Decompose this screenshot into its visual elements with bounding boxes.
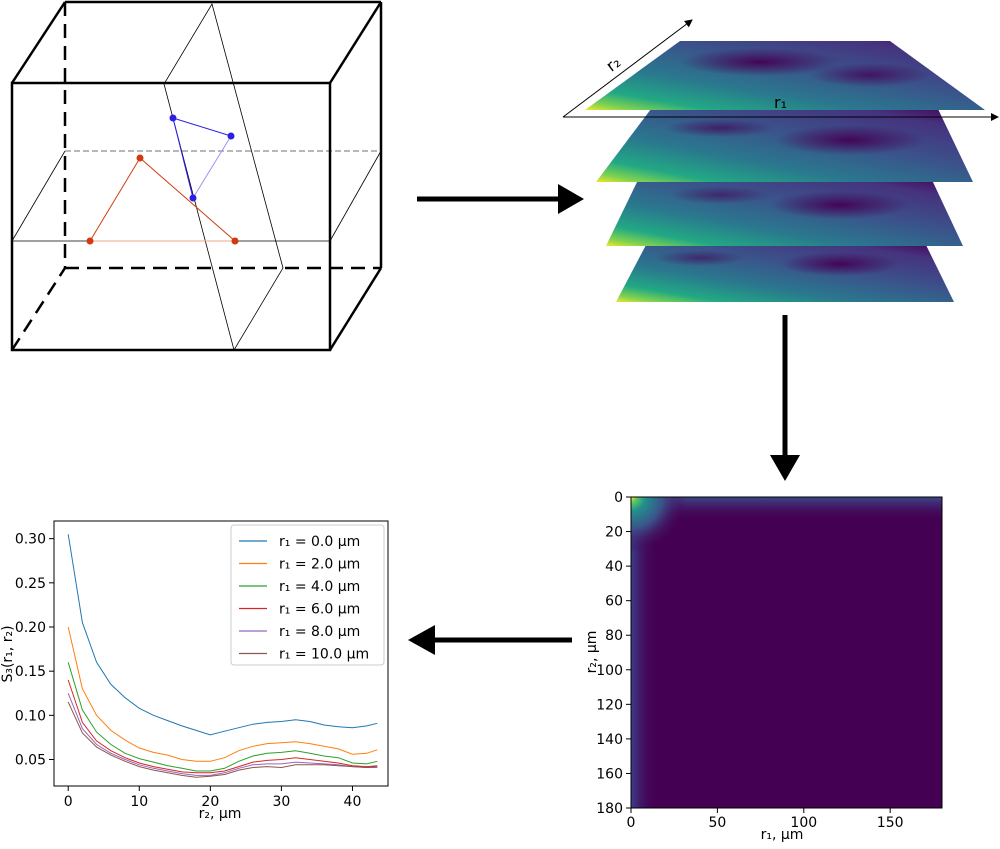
heatmap-panel: 0 50 100 150 0 20 40 60 80 100 120 140 160 180 r₁, μm… xyxy=(584,490,943,843)
heatmap-x-tick-label: 0 xyxy=(627,815,636,831)
cube-front-face xyxy=(10,81,332,352)
stacked-slices: r₁ r₂ xyxy=(562,19,999,302)
blue-triangle-sides xyxy=(172,117,232,199)
heatmap-x-tick-label: 150 xyxy=(877,815,904,831)
y-tick-label: 0.25 xyxy=(15,576,46,592)
x-tick-label: 20 xyxy=(201,794,219,810)
section-plane-left-edge xyxy=(11,150,66,242)
section-plane-right-edge xyxy=(329,150,382,242)
y-tick-label: 0.15 xyxy=(15,664,46,680)
heatmap-y-tick-label: 180 xyxy=(596,801,623,817)
y-tick-label: 0.20 xyxy=(15,620,46,636)
legend-entry: r₁ = 4.0 μm xyxy=(279,579,360,595)
line-chart-series xyxy=(67,534,378,778)
x-tick-label: 0 xyxy=(64,794,73,810)
heatmap-xlabel: r₁, μm xyxy=(761,827,804,843)
r1-axis-label: r₁ xyxy=(774,93,787,112)
blue-vertex xyxy=(169,114,177,122)
heatmap-y-tick-label: 120 xyxy=(596,697,623,713)
series-line xyxy=(67,693,378,776)
cube-top-right-edge xyxy=(328,1,383,84)
x-tick-label: 40 xyxy=(344,794,362,810)
heatmap-y-tick-label: 80 xyxy=(605,628,623,644)
legend-entry: r₁ = 2.0 μm xyxy=(279,557,360,573)
line-chart-ticks: 0 10 20 30 40 0.05 0.10 0.15 0.20 0.25 0.30 xyxy=(15,532,362,810)
slice-sheet-top xyxy=(585,41,985,110)
cube-bottom-left-edge xyxy=(10,267,67,351)
heatmap-y-tick-label: 140 xyxy=(596,732,623,748)
series-line xyxy=(67,534,378,736)
red-vertex xyxy=(86,237,94,245)
r2-axis-arrow xyxy=(562,19,693,118)
y-tick-label: 0.30 xyxy=(15,532,46,548)
slice-sheet xyxy=(606,180,963,246)
heatmap-y-tick-label: 20 xyxy=(605,525,623,541)
heatmap-ticks: 0 50 100 150 0 20 40 60 80 100 120 140 160 180 xyxy=(596,490,903,831)
legend-entry: r₁ = 6.0 μm xyxy=(279,602,360,618)
heatmap-y-tick-label: 0 xyxy=(614,490,623,506)
red-vertex xyxy=(231,237,239,245)
red-triangle-sides xyxy=(89,157,236,242)
y-tick-label: 0.05 xyxy=(15,753,46,769)
heatmap-ylabel: r₂, μm xyxy=(584,631,600,674)
arrow-left xyxy=(408,625,572,655)
line-chart-ylabel: S₃(r₁, r₂) xyxy=(0,625,16,682)
heatmap-peak xyxy=(631,497,701,567)
x-tick-label: 10 xyxy=(130,794,148,810)
blue-triangle xyxy=(169,114,235,202)
heatmap-x-tick-label: 100 xyxy=(790,815,817,831)
blue-triangle-side xyxy=(192,135,232,199)
cube-top-left-edge xyxy=(10,1,67,84)
r2-axis-label: r₂ xyxy=(602,52,624,75)
red-vertex xyxy=(136,154,144,162)
legend-entry: r₁ = 0.0 μm xyxy=(279,534,360,550)
slice-sheet xyxy=(596,109,973,182)
series-line xyxy=(67,701,378,778)
heatmap-y-tick-label: 160 xyxy=(596,766,623,782)
red-triangle xyxy=(86,154,239,245)
legend-entry: r₁ = 8.0 μm xyxy=(279,624,360,640)
cube-bottom-right-edge xyxy=(328,267,383,351)
heatmap-x-tick-label: 50 xyxy=(708,815,726,831)
heatmap-y-tick-label: 60 xyxy=(605,594,623,610)
line-chart-xlabel: r₂, μm xyxy=(199,806,242,822)
cube-diagram xyxy=(10,0,383,352)
heatmap-y-tick-label: 100 xyxy=(596,663,623,679)
tilted-plane xyxy=(163,2,284,352)
x-tick-label: 30 xyxy=(272,794,290,810)
series-line xyxy=(67,679,378,774)
arrow-right xyxy=(417,184,584,214)
slice-sheet xyxy=(616,245,954,302)
legend-box xyxy=(230,524,385,666)
blue-vertex xyxy=(189,194,197,202)
heatmap-frame xyxy=(630,496,943,809)
blue-vertex xyxy=(227,132,235,140)
line-chart-legend: r₁ = 0.0 μm r₁ = 2.0 μm r₁ = 4.0 μm r₁ = 6.… xyxy=(230,524,385,666)
heatmap-y-tick-label: 40 xyxy=(605,559,623,575)
flow-arrows xyxy=(408,184,800,655)
legend-entry: r₁ = 10.0 μm xyxy=(279,647,369,663)
series-line xyxy=(67,626,378,762)
series-line xyxy=(67,662,378,772)
arrow-down xyxy=(770,315,800,481)
y-tick-label: 0.10 xyxy=(15,708,46,724)
line-chart: 0 10 20 30 40 0.05 0.10 0.15 0.20 0.25 0.30 r₂, μm… xyxy=(0,520,389,822)
